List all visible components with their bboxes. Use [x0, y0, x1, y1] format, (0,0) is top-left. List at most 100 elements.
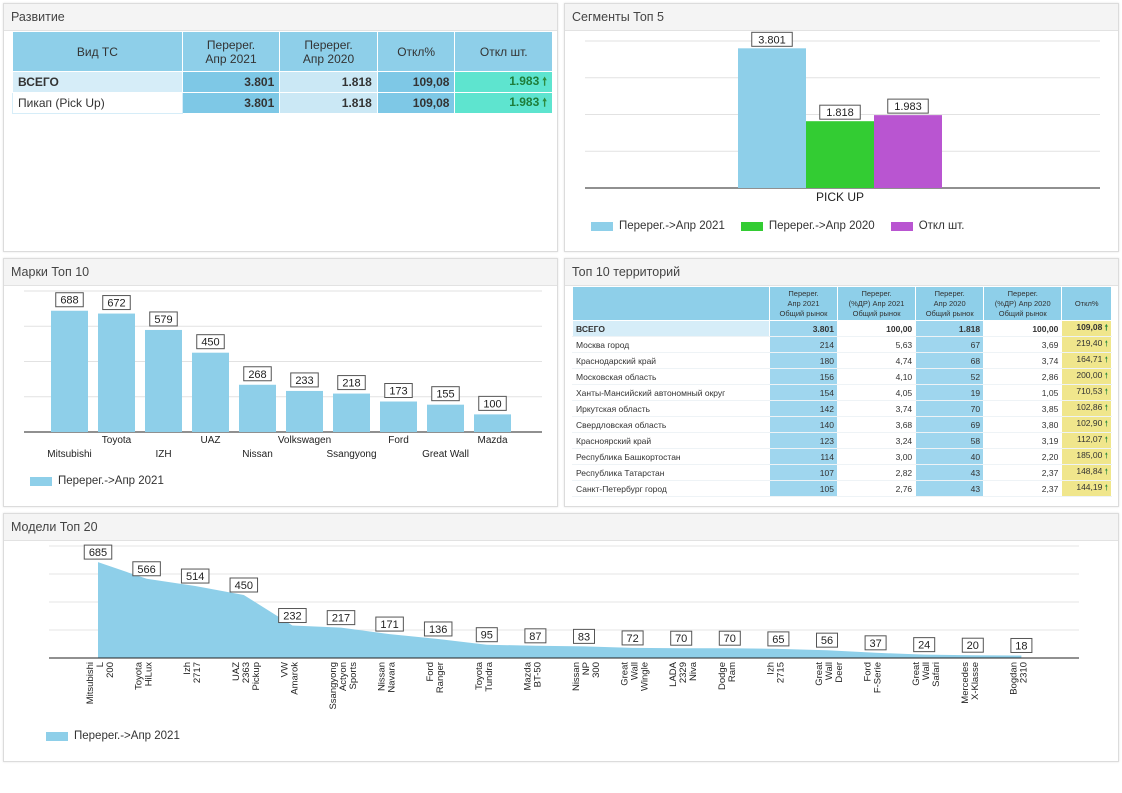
tick-label: Mazda [522, 661, 533, 690]
category-label: PICK UP [816, 190, 864, 204]
bar [380, 401, 417, 432]
header-col: Откл% [1061, 286, 1112, 321]
bar [333, 393, 370, 432]
arrow-up-icon: 🠕 [1102, 402, 1108, 412]
row-label: Пикап (Pick Up) [12, 92, 183, 114]
data-label: 24 [918, 640, 930, 652]
data-label: 20 [967, 640, 979, 652]
data-label-box [475, 627, 498, 643]
cell-e: 164,71 [1076, 353, 1103, 364]
table-row[interactable]: Свердловская область 140 3,68 69 3,80 102,90 … [572, 416, 1112, 433]
cell-pct: 109,08 [376, 71, 456, 93]
data-label-box [767, 631, 790, 647]
data-label: 70 [675, 633, 687, 645]
table-row[interactable]: Москва город 214 5,63 67 3,69 219,40 🠕 [572, 336, 1112, 353]
cell-diff: 1.983 [509, 73, 540, 88]
tick-label: UAZ [201, 435, 221, 446]
data-label-box [573, 628, 595, 644]
table-row[interactable]: Краснодарский край 180 4,74 68 3,74 164,71 🠕 [572, 352, 1112, 369]
tick-label: Actyon [338, 662, 349, 691]
data-label-box [423, 621, 453, 637]
tick-label: Nissan [242, 449, 273, 460]
data-label-box [326, 610, 356, 626]
cell-e: 200,00 [1076, 369, 1103, 380]
territories-table: Перерег. Апр 2021 Общий рынок Перерег. (… [572, 286, 1112, 497]
tick-label: Wall [630, 662, 641, 680]
tick-label: Ram [727, 662, 738, 682]
data-label-box [180, 568, 210, 584]
header-col: Перерег. Апр 2021 Общий рынок [769, 286, 838, 321]
data-label-box [864, 635, 887, 651]
cell-a: 114 [820, 451, 834, 462]
legend-item: Перерег.->Апр 2020 [768, 220, 875, 232]
cell-name: Москва город [576, 339, 630, 350]
cell-d: 3,85 [1041, 403, 1059, 414]
tick-label: Wingle [640, 662, 651, 691]
tick-label: Great [620, 662, 631, 686]
cell-a: 156 [819, 371, 834, 382]
data-label: 65 [772, 634, 784, 646]
data-label: 233 [295, 375, 313, 387]
tick-label: Mercedes [960, 662, 971, 704]
tick-label: Tundra [484, 661, 495, 691]
cell-a: 180 [819, 355, 834, 366]
table-row[interactable]: Республика Татарстан 107 2,82 43 2,37 148,84 … [572, 464, 1112, 481]
legend-item: Перерег.->Апр 2021 [619, 220, 725, 232]
data-label: 672 [107, 298, 125, 310]
cell-e: 102,90 [1076, 417, 1103, 428]
brands-legend: Перерег.->Апр 2021 [30, 475, 164, 487]
cell-b: 3,00 [895, 451, 913, 462]
models-panel: Модели Топ 20 685 Mitsubishi L 200 566 Toyota… [3, 513, 1119, 762]
tick-label: Toyota [474, 661, 485, 690]
table-row[interactable]: ВСЕГО 3.801 1.818 109,08 1.983 🠕 [12, 71, 553, 93]
data-label: 450 [201, 337, 219, 349]
header-pct: Откл% [376, 31, 456, 72]
data-label-box [816, 632, 838, 648]
tick-label: Mazda [477, 435, 507, 446]
table-row[interactable]: Красноярский край 123 3,24 58 3,19 112,07 🠕 [572, 432, 1112, 449]
table-row[interactable]: Ханты-Мансийский автономный округ 154 4,05… [572, 384, 1112, 401]
tick-label: Toyota [134, 661, 145, 690]
razvitie-title: Развитие [4, 4, 557, 31]
header-territory [572, 286, 770, 321]
table-row[interactable]: Иркутская область 142 3,74 70 3,85 102,86 🠕 [572, 400, 1112, 417]
cell-d: 100,00 [1032, 323, 1059, 334]
table-row[interactable]: Республика Башкортостан 114 3,00 40 2,20 185,… [572, 448, 1112, 465]
table-row[interactable]: Московская область 156 4,10 52 2,86 200,00 🠕 [572, 368, 1112, 385]
table-row[interactable]: ВСЕГО 3.801 100,00 1.818 100,00 109,08 🠕 [572, 320, 1112, 337]
data-label: 70 [724, 633, 736, 645]
data-label-box [102, 295, 131, 311]
tick-label: Ford [425, 662, 436, 682]
data-label: 100 [483, 398, 501, 410]
tick-label: 2329 [678, 662, 689, 683]
data-label: 37 [869, 638, 881, 650]
tick-label: Toyota [102, 435, 132, 446]
table-row[interactable]: Санкт-Петербург город 105 2,76 43 2,37 144,19… [572, 480, 1112, 497]
tick-label: 2715 [775, 662, 786, 683]
tick-label: Navara [387, 661, 398, 692]
header-col: Перерег. (%ДР) Апр 2021 Общий рынок [836, 286, 917, 321]
cell-b: 3,68 [895, 419, 913, 430]
tick-label: Deer [834, 662, 845, 683]
bar [145, 329, 182, 432]
cell-a: 107 [819, 467, 834, 478]
cell-b: 5,63 [895, 339, 913, 350]
cell-b: 2,76 [895, 483, 913, 494]
arrow-up-icon: 🠕 [542, 75, 547, 88]
table-row[interactable]: Пикап (Pick Up) 3.801 1.818 109,08 1.983… [12, 92, 553, 114]
cell-b: 4,10 [895, 371, 913, 382]
bar [286, 390, 323, 432]
brands-panel: Марки Топ 10 688 Mitsubishi 672 Toyota 579 IZ… [3, 258, 558, 507]
models-title: Модели Топ 20 [4, 514, 1118, 541]
legend-swatch-blue [46, 731, 68, 741]
tick-label: X-Klasse [970, 662, 981, 700]
segments-chart: 3.801 1.818 1.983 PICK UP [585, 31, 1100, 204]
bar [98, 313, 135, 432]
cell-name: Красноярский край [576, 435, 652, 446]
header-2020: Перерег. Апр 2020 [279, 31, 378, 72]
arrow-up-icon: 🠕 [1102, 370, 1108, 380]
territories-panel: Топ 10 территорий Перерег. Апр 2021 Общи… [564, 258, 1119, 507]
data-label-box [229, 577, 259, 593]
cell-c: 67 [970, 339, 981, 350]
tick-label: VW [279, 662, 290, 677]
